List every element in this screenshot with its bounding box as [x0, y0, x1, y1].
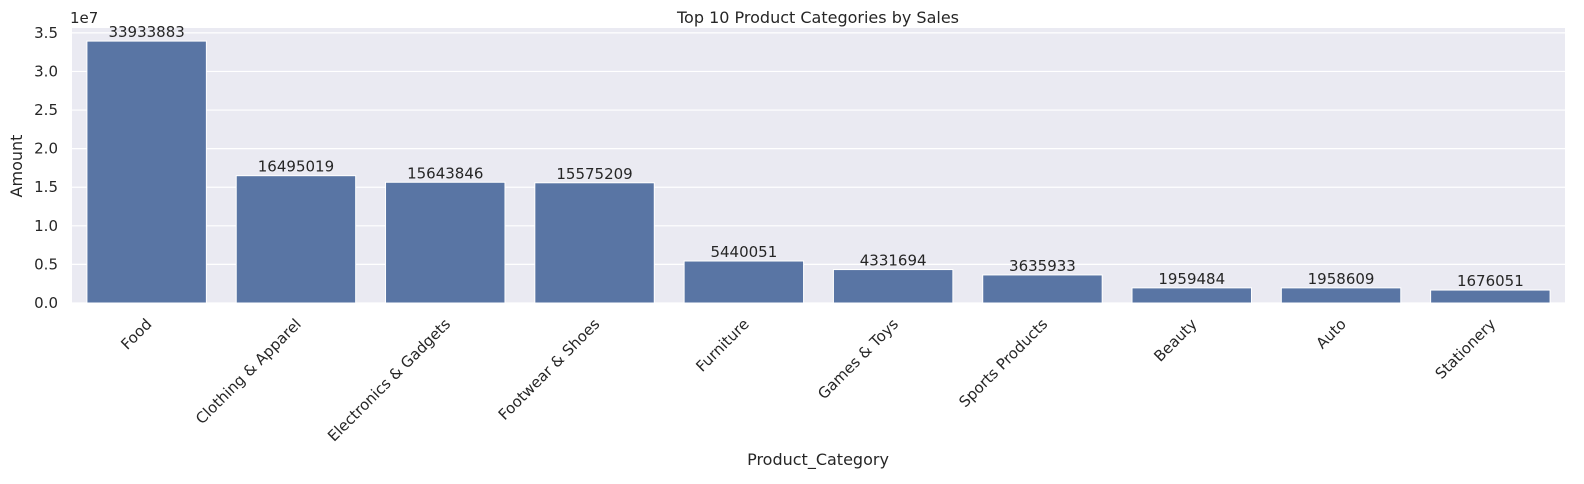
y-axis-offset-text: 1e7 [70, 9, 98, 27]
x-tick-label: Furniture [692, 315, 752, 375]
bars [86, 40, 1551, 304]
y-tick-label: 0.0 [34, 294, 58, 312]
y-axis-title: Amount [7, 135, 26, 198]
y-tick-label: 3.0 [34, 62, 58, 80]
bar [385, 181, 506, 304]
x-axis-title: Product_Category [747, 450, 889, 470]
x-tick-label: Sports Products [955, 315, 1051, 411]
bar [86, 40, 207, 304]
bar-value-label: 1676051 [1457, 272, 1524, 290]
x-tick-label: Food [117, 315, 155, 353]
bar-value-label: 15643846 [407, 164, 483, 182]
bar-value-label: 33933883 [108, 23, 184, 41]
bar-value-label: 1958609 [1308, 270, 1375, 288]
x-tick-label: Electronics & Gadgets [324, 315, 454, 445]
bar [683, 260, 805, 304]
chart-title: Top 10 Product Categories by Sales [676, 8, 959, 27]
x-tick-label: Clothing & Apparel [192, 315, 305, 428]
y-tick-label: 3.5 [34, 24, 58, 42]
y-tick-label: 1.0 [34, 217, 58, 235]
bar-value-label: 4331694 [860, 252, 927, 270]
x-tick-label: Auto [1313, 315, 1350, 352]
bar-value-label: 3635933 [1009, 257, 1076, 275]
y-tick-label: 0.5 [34, 255, 58, 273]
x-tick-label: Beauty [1150, 315, 1200, 365]
x-axis-ticks: Food Clothing & Apparel Electronics & Gadg… [117, 315, 1499, 445]
y-tick-label: 2.0 [34, 140, 58, 158]
bar-value-label: 1959484 [1158, 270, 1225, 288]
bar [832, 269, 954, 304]
x-tick-label: Games & Toys [814, 315, 902, 403]
y-tick-label: 2.5 [34, 101, 58, 119]
x-tick-label: Stationery [1432, 315, 1500, 383]
bar-value-label: 16495019 [258, 158, 334, 176]
bar-labels: 33933883 16495019 15643846 15575209 5440051 4… [108, 23, 1523, 290]
bar [982, 274, 1103, 304]
x-tick-label: Footwear & Shoes [495, 315, 604, 424]
bar [1430, 289, 1551, 304]
bar [1131, 287, 1252, 304]
bar [235, 175, 357, 304]
y-axis-ticks: 0.0 0.5 1.0 1.5 2.0 2.5 3.0 3.5 [34, 24, 58, 312]
bar [534, 182, 655, 304]
bar [1280, 287, 1402, 304]
bar-value-label: 15575209 [556, 165, 632, 183]
y-tick-label: 1.5 [34, 178, 58, 196]
bar-value-label: 5440051 [710, 243, 777, 261]
